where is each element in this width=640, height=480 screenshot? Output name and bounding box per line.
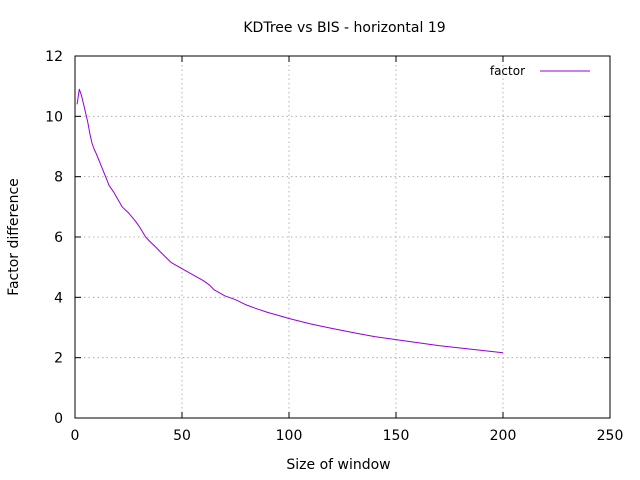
chart-title: KDTree vs BIS - horizontal 19 — [243, 20, 445, 36]
x-tick-label: 50 — [173, 428, 191, 444]
series-layer — [76, 88, 504, 354]
ticks: 0 50 100 150 200 250 0 2 4 6 8 10 12 — [45, 49, 623, 444]
grid — [75, 56, 610, 418]
x-tick-label: 150 — [383, 428, 410, 444]
y-tick-label: 6 — [54, 230, 63, 246]
legend-label: factor — [490, 64, 525, 78]
y-tick-label: 12 — [45, 49, 63, 65]
y-axis-title: Factor difference — [6, 178, 22, 296]
y-tick-label: 4 — [54, 290, 63, 306]
x-tick-label: 0 — [71, 428, 80, 444]
y-tick-label: 10 — [45, 109, 63, 125]
x-axis-title: Size of window — [286, 457, 390, 473]
x-tick-label: 200 — [490, 428, 517, 444]
y-tick-label: 2 — [54, 351, 63, 367]
x-tick-label: 250 — [597, 428, 624, 444]
series-line-factor — [76, 88, 504, 354]
y-tick-label: 0 — [54, 411, 63, 427]
x-tick-label: 100 — [276, 428, 303, 444]
y-tick-label: 8 — [54, 170, 63, 186]
legend: factor — [490, 64, 590, 78]
